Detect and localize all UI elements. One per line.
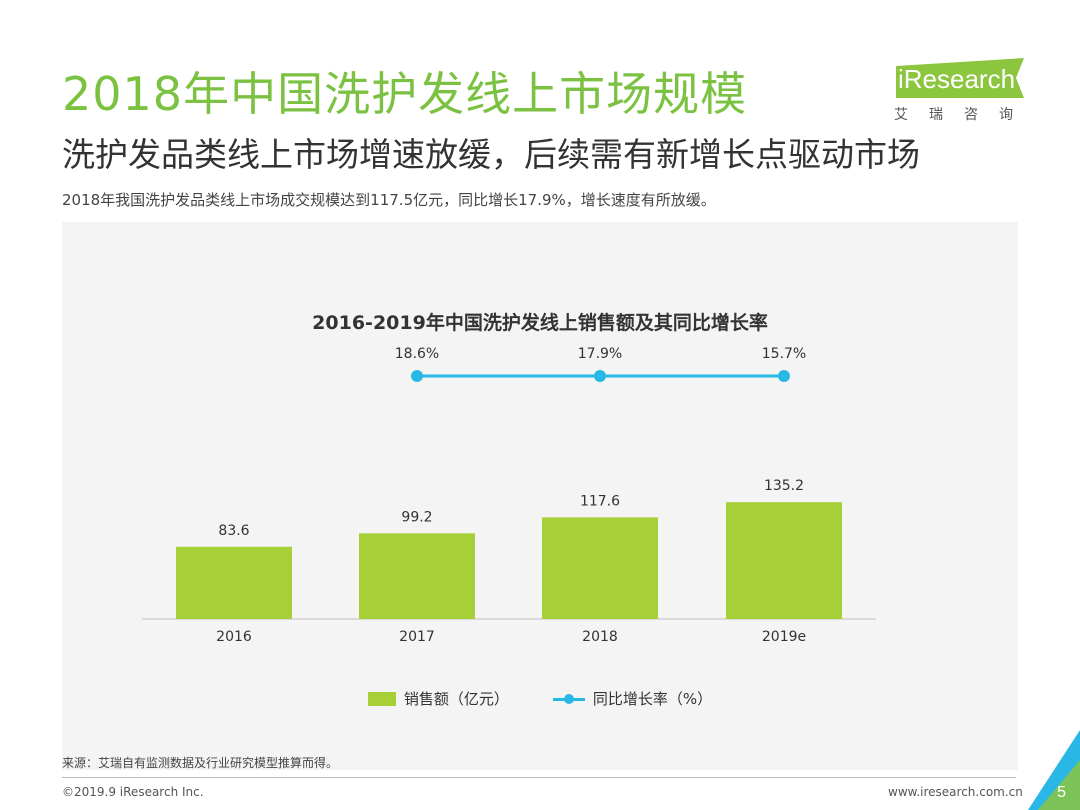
- logo-text: iResearch: [898, 64, 1016, 94]
- source-note: 来源：艾瑞自有监测数据及行业研究模型推算而得。: [62, 756, 339, 770]
- legend-item-growth: 同比增长率（%）: [552, 688, 713, 709]
- logo-cn-text: 艾瑞咨询: [894, 107, 1034, 123]
- bar-value-label: 83.6: [218, 523, 249, 539]
- legend-line-swatch: [552, 692, 585, 706]
- corner-decoration: [1028, 730, 1080, 810]
- bar-value-label: 99.2: [401, 509, 432, 525]
- bar-2019e: [726, 502, 842, 619]
- legend-label-sales: 销售额（亿元）: [403, 690, 509, 708]
- bar-2017: [359, 533, 475, 619]
- x-tick-label: 2017: [399, 629, 435, 645]
- growth-point-2017: [411, 370, 423, 382]
- page-subtitle: 洗护发品类线上市场增速放缓，后续需有新增长点驱动市场: [62, 135, 920, 174]
- iresearch-logo: iResearch 艾瑞咨询: [890, 58, 1030, 126]
- chart-panel: [62, 222, 1018, 770]
- growth-value-label: 17.9%: [578, 346, 622, 362]
- bar-2018: [542, 517, 658, 619]
- growth-value-label: 18.6%: [395, 346, 439, 362]
- chart-legend: 销售额（亿元） 同比增长率（%）: [0, 688, 1080, 709]
- footer-divider: [62, 777, 1016, 778]
- summary-text: 2018年我国洗护发品类线上市场成交规模达到117.5亿元，同比增长17.9%，…: [62, 191, 716, 209]
- x-tick-label: 2018: [582, 629, 618, 645]
- bar-value-label: 117.6: [580, 493, 620, 509]
- website-link[interactable]: www.iresearch.com.cn: [888, 785, 1023, 799]
- legend-item-sales: 销售额（亿元）: [367, 688, 509, 709]
- copyright-text: ©2019.9 iResearch Inc.: [62, 785, 204, 799]
- growth-value-label: 15.7%: [762, 346, 806, 362]
- growth-point-2018: [594, 370, 606, 382]
- chart-title: 2016-2019年中国洗护发线上销售额及其同比增长率: [312, 312, 768, 334]
- legend-bar-swatch: [367, 691, 396, 706]
- logo-flag-icon: [896, 58, 1024, 98]
- page-number: 5: [1057, 784, 1066, 801]
- x-tick-label: 2016: [216, 629, 252, 645]
- x-tick-label: 2019e: [762, 629, 806, 645]
- bar-2016: [176, 546, 292, 619]
- bar-value-label: 135.2: [764, 478, 804, 494]
- page-title: 2018年中国洗护发线上市场规模: [62, 67, 748, 121]
- growth-point-2019e: [778, 370, 790, 382]
- legend-label-growth: 同比增长率（%）: [592, 690, 713, 708]
